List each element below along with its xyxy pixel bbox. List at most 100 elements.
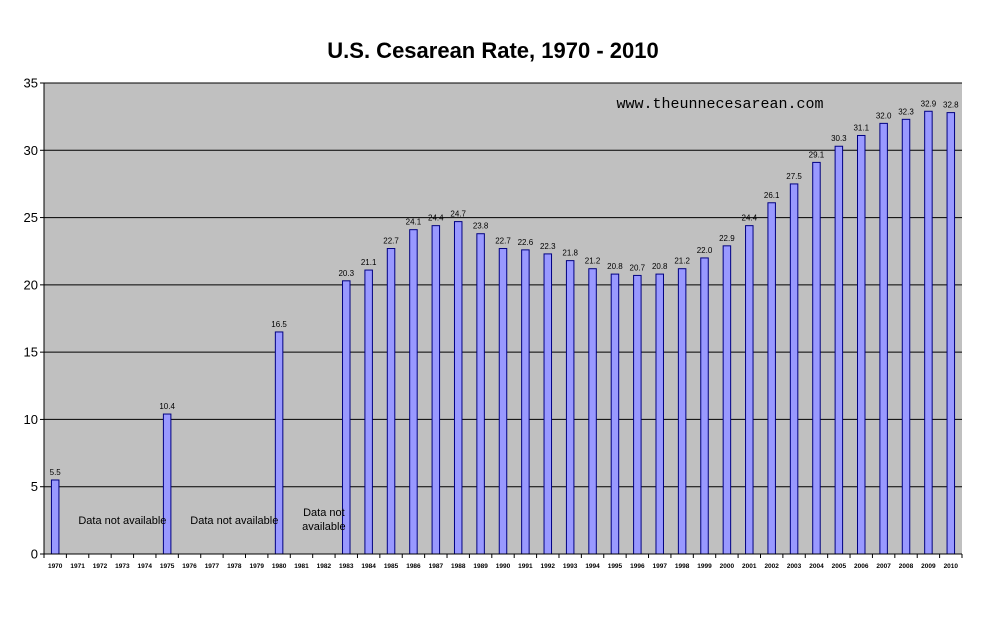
bar-1995 [611, 274, 619, 554]
y-tick-label: 10 [24, 412, 38, 427]
bar-2006 [857, 135, 865, 554]
bar-1993 [566, 261, 574, 554]
data-label-2007: 32.0 [876, 111, 892, 120]
data-label-1997: 20.8 [652, 262, 668, 271]
data-label-2000: 22.9 [719, 234, 735, 243]
x-tick-label: 1984 [361, 563, 376, 570]
chart-title: U.S. Cesarean Rate, 1970 - 2010 [327, 38, 658, 63]
x-tick-label: 2010 [944, 563, 959, 570]
x-tick-label: 1974 [138, 563, 153, 570]
x-tick-label: 2004 [809, 563, 824, 570]
data-label-1999: 22.0 [697, 246, 713, 255]
data-label-1996: 20.7 [630, 263, 646, 272]
y-tick-label: 0 [31, 547, 38, 562]
watermark-text: www.theunnecesarean.com [616, 96, 823, 113]
x-tick-label: 2007 [876, 563, 891, 570]
bar-2008 [902, 119, 910, 554]
x-tick-label: 1999 [697, 563, 712, 570]
data-label-1994: 21.2 [585, 257, 601, 266]
x-tick-label: 1994 [585, 563, 600, 570]
x-tick-label: 1970 [48, 563, 63, 570]
x-axis-ticks: 1970 1971 1972 1973 1974 1975 1976 1977 1978 1979… [44, 554, 962, 570]
bar-1984 [365, 270, 373, 554]
x-tick-label: 1993 [563, 563, 578, 570]
x-tick-label: 1997 [652, 563, 667, 570]
data-not-available-note: Data not available [190, 515, 278, 527]
x-tick-label: 1983 [339, 563, 354, 570]
data-label-2005: 30.3 [831, 134, 847, 143]
bar-2004 [813, 162, 821, 554]
x-tick-label: 1978 [227, 563, 242, 570]
x-tick-label: 2002 [764, 563, 779, 570]
x-tick-label: 1980 [272, 563, 287, 570]
x-tick-label: 1988 [451, 563, 466, 570]
bar-1992 [544, 254, 552, 554]
data-label-1993: 21.8 [562, 249, 578, 258]
data-label-2001: 24.4 [742, 214, 758, 223]
data-label-2006: 31.1 [853, 123, 869, 132]
x-tick-label: 2006 [854, 563, 869, 570]
bar-1975 [163, 414, 171, 554]
bar-1970 [51, 480, 59, 554]
bar-1990 [499, 249, 507, 554]
x-tick-label: 1995 [608, 563, 623, 570]
data-label-1995: 20.8 [607, 262, 623, 271]
data-label-2009: 32.9 [921, 99, 937, 108]
data-label-1970: 5.5 [50, 468, 62, 477]
chart-container: U.S. Cesarean Rate, 1970 - 2010 0 5 10 15 20… [0, 0, 995, 621]
x-tick-label: 2008 [899, 563, 914, 570]
bar-1996 [634, 275, 642, 554]
x-tick-label: 2001 [742, 563, 757, 570]
data-label-1975: 10.4 [159, 402, 175, 411]
data-not-available-note: available [302, 521, 345, 533]
y-tick-label: 20 [24, 277, 38, 292]
bar-2007 [880, 123, 888, 554]
bar-1999 [701, 258, 709, 554]
y-axis-ticks: 0 5 10 15 20 25 30 35 [24, 76, 44, 562]
x-tick-label: 1976 [182, 563, 197, 570]
bar-2005 [835, 146, 843, 554]
data-label-1983: 20.3 [338, 269, 354, 278]
data-label-1988: 24.7 [450, 210, 466, 219]
x-tick-label: 1981 [294, 563, 309, 570]
x-tick-label: 1977 [205, 563, 220, 570]
x-tick-label: 1975 [160, 563, 175, 570]
x-tick-label: 2005 [832, 563, 847, 570]
bar-2003 [790, 184, 798, 554]
bar-1985 [387, 249, 395, 554]
x-tick-label: 1973 [115, 563, 130, 570]
data-label-1980: 16.5 [271, 320, 287, 329]
bar-1989 [477, 234, 485, 554]
bar-1988 [454, 222, 462, 554]
x-tick-label: 1989 [473, 563, 488, 570]
data-label-1986: 24.1 [406, 218, 422, 227]
bar-1991 [522, 250, 530, 554]
x-tick-label: 1998 [675, 563, 690, 570]
bar-2001 [746, 226, 754, 554]
y-tick-label: 15 [24, 345, 38, 360]
bar-2010 [947, 113, 955, 554]
x-tick-label: 1971 [70, 563, 85, 570]
x-tick-label: 2000 [720, 563, 735, 570]
data-label-2010: 32.8 [943, 101, 959, 110]
data-label-1998: 21.2 [674, 257, 690, 266]
x-tick-label: 1990 [496, 563, 511, 570]
data-label-1990: 22.7 [495, 237, 511, 246]
x-tick-label: 1979 [249, 563, 264, 570]
x-tick-label: 2009 [921, 563, 936, 570]
cesarean-rate-bar-chart: U.S. Cesarean Rate, 1970 - 2010 0 5 10 15 20… [0, 0, 995, 621]
bar-1987 [432, 226, 440, 554]
x-tick-label: 1996 [630, 563, 645, 570]
bar-2009 [925, 111, 933, 554]
x-tick-label: 1985 [384, 563, 399, 570]
data-label-1987: 24.4 [428, 214, 444, 223]
bar-2002 [768, 203, 776, 554]
data-label-2004: 29.1 [809, 150, 825, 159]
data-label-2002: 26.1 [764, 191, 780, 200]
data-label-1989: 23.8 [473, 222, 489, 231]
bar-1986 [410, 230, 418, 554]
data-label-1991: 22.6 [518, 238, 534, 247]
x-tick-label: 1982 [317, 563, 332, 570]
data-label-1992: 22.3 [540, 242, 556, 251]
y-tick-label: 5 [31, 479, 38, 494]
